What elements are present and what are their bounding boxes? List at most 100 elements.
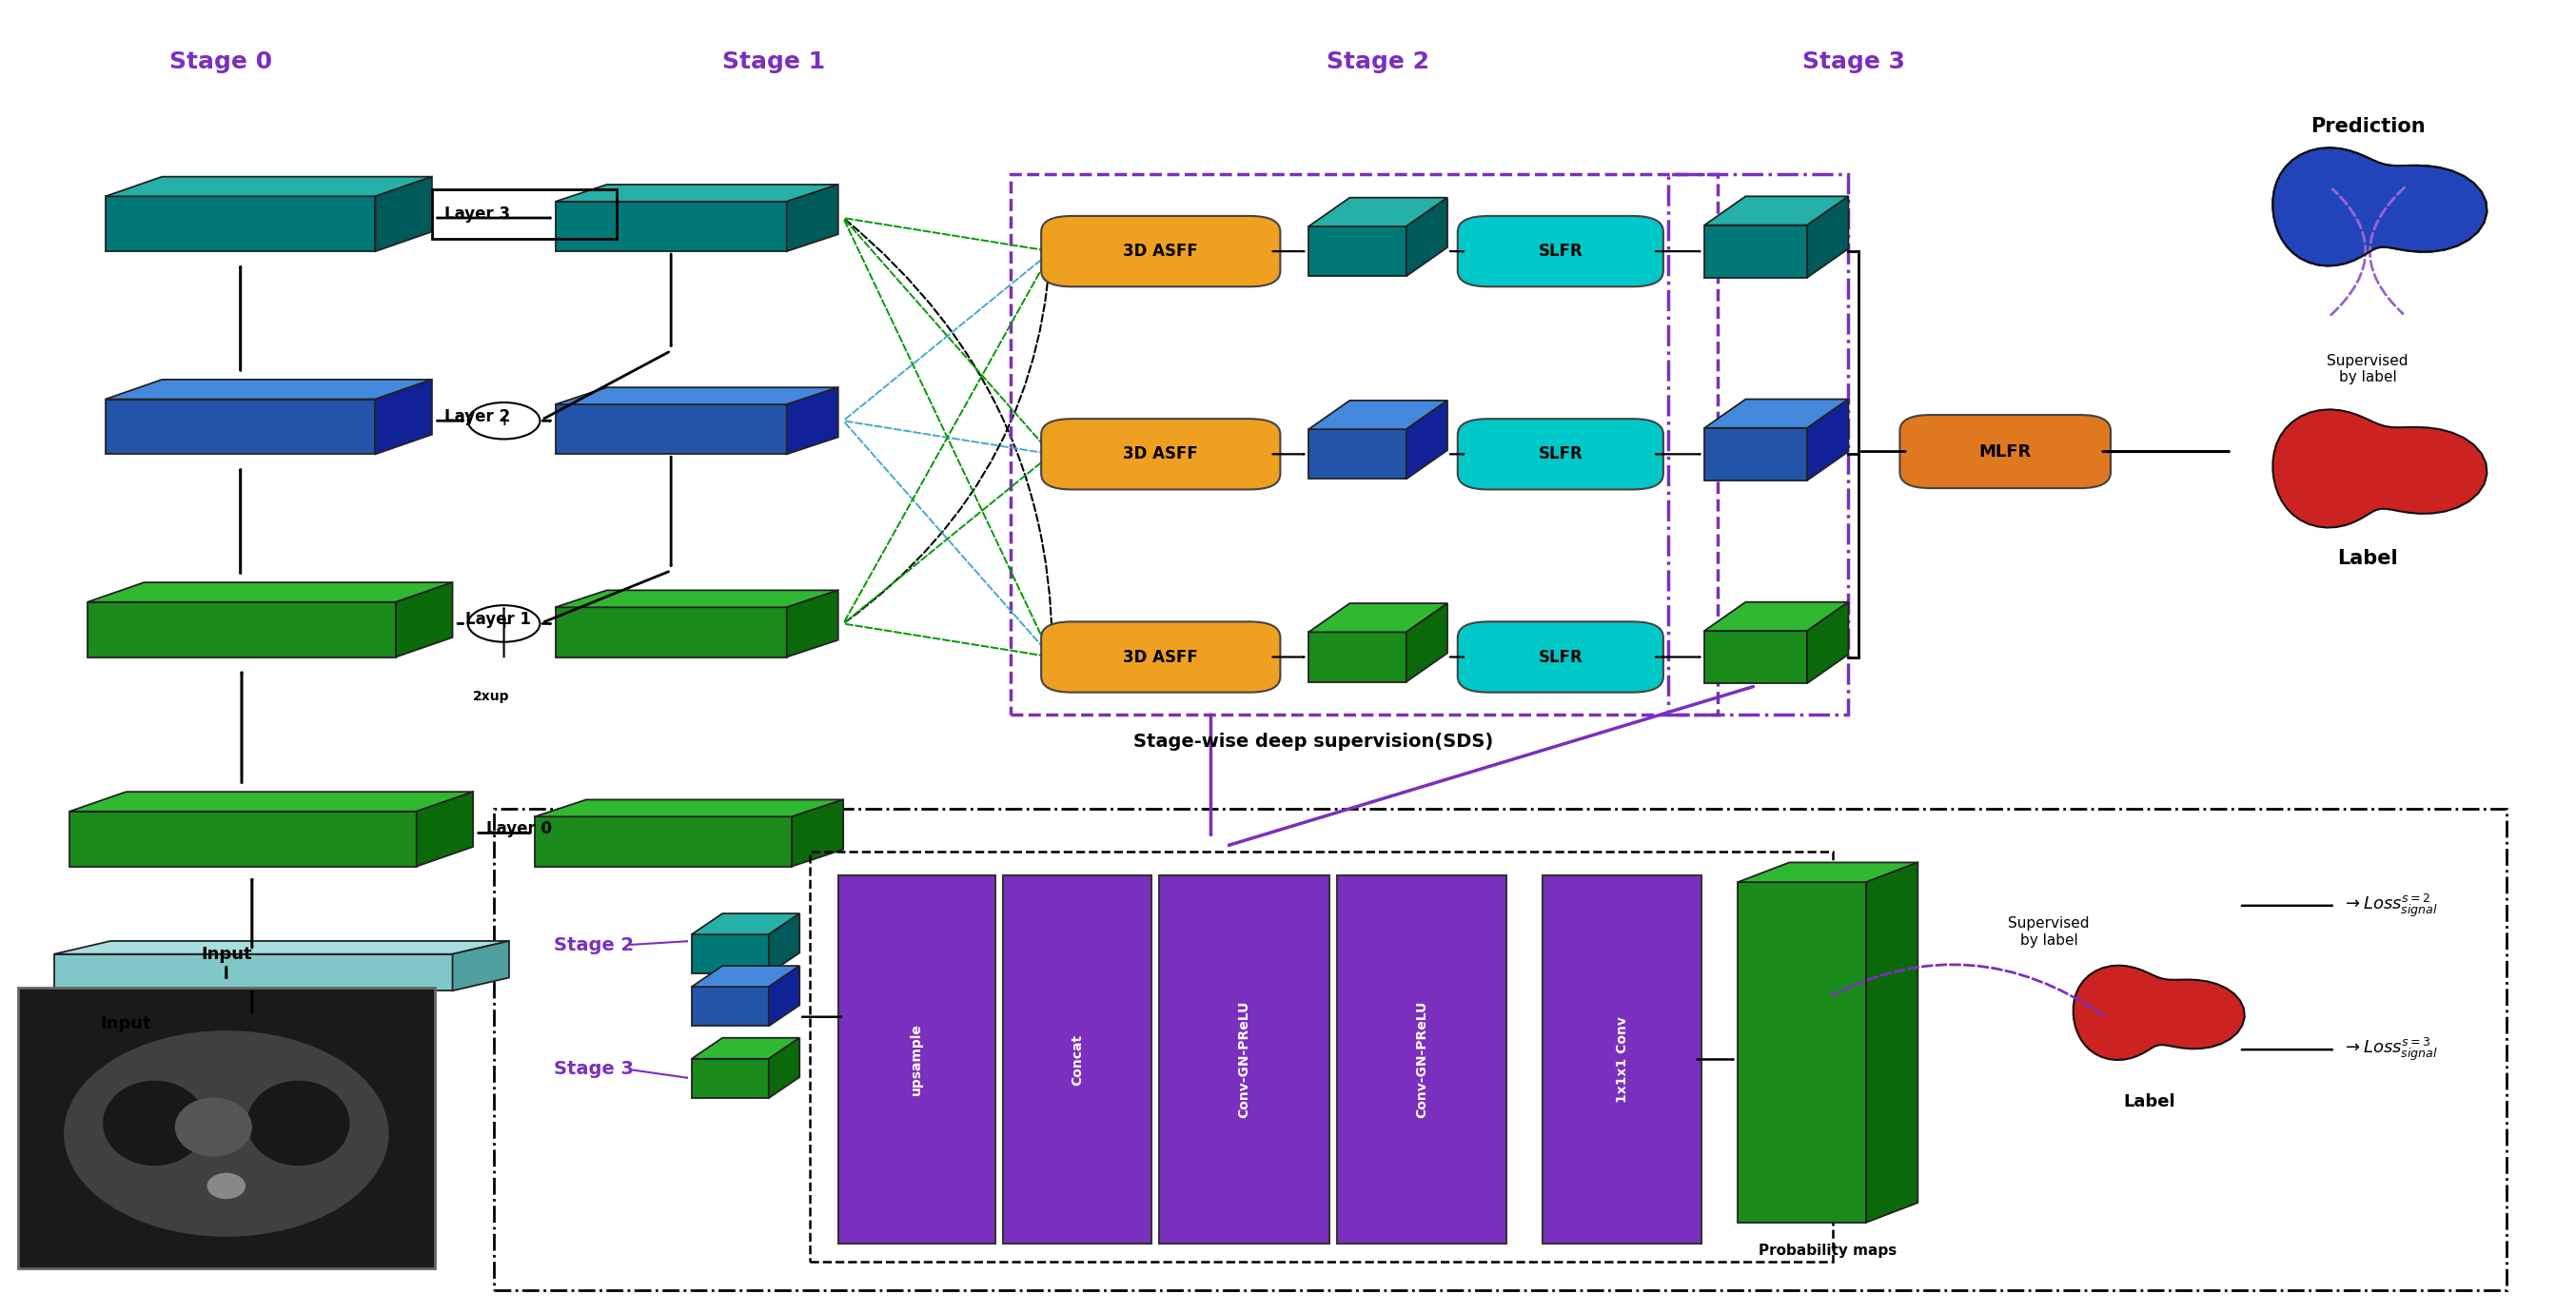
Polygon shape bbox=[786, 184, 837, 251]
Text: Conv-GN-PReLU: Conv-GN-PReLU bbox=[1236, 1001, 1252, 1118]
Text: $\rightarrow Loss_{signal}^{s=2}$: $\rightarrow Loss_{signal}^{s=2}$ bbox=[2342, 892, 2439, 920]
Polygon shape bbox=[1808, 196, 1850, 277]
Polygon shape bbox=[556, 590, 837, 607]
Text: MLFR: MLFR bbox=[1978, 443, 2032, 460]
Text: SLFR: SLFR bbox=[1538, 648, 1582, 666]
Polygon shape bbox=[556, 405, 786, 455]
Text: Stage 2: Stage 2 bbox=[1327, 50, 1430, 74]
Text: SLFR: SLFR bbox=[1538, 243, 1582, 260]
Polygon shape bbox=[1705, 196, 1850, 225]
Text: 3D ASFF: 3D ASFF bbox=[1123, 648, 1198, 666]
Polygon shape bbox=[1705, 631, 1808, 683]
FancyBboxPatch shape bbox=[1159, 875, 1329, 1243]
FancyBboxPatch shape bbox=[1543, 875, 1703, 1243]
Polygon shape bbox=[690, 934, 768, 974]
Polygon shape bbox=[417, 792, 474, 866]
Polygon shape bbox=[1739, 862, 1917, 882]
Polygon shape bbox=[1309, 430, 1406, 480]
Ellipse shape bbox=[103, 1080, 206, 1166]
FancyBboxPatch shape bbox=[1041, 215, 1280, 286]
Polygon shape bbox=[556, 388, 837, 405]
Polygon shape bbox=[1705, 225, 1808, 277]
Polygon shape bbox=[768, 913, 799, 974]
Polygon shape bbox=[70, 812, 417, 866]
Polygon shape bbox=[1406, 401, 1448, 480]
Text: 2xup: 2xup bbox=[474, 690, 510, 703]
Text: 1x1x1 Conv: 1x1x1 Conv bbox=[1615, 1016, 1628, 1102]
Polygon shape bbox=[786, 590, 837, 657]
FancyBboxPatch shape bbox=[1458, 622, 1664, 692]
Polygon shape bbox=[376, 380, 433, 455]
FancyBboxPatch shape bbox=[1002, 875, 1151, 1243]
FancyBboxPatch shape bbox=[18, 988, 435, 1268]
Polygon shape bbox=[1309, 226, 1406, 276]
Text: Stage 3: Stage 3 bbox=[1803, 50, 1904, 74]
Text: 3D ASFF: 3D ASFF bbox=[1123, 445, 1198, 463]
Text: Layer 3: Layer 3 bbox=[446, 205, 510, 222]
Text: upsample: upsample bbox=[909, 1024, 922, 1096]
Text: Stage 2: Stage 2 bbox=[554, 936, 634, 954]
Polygon shape bbox=[106, 399, 376, 455]
Polygon shape bbox=[1868, 862, 1917, 1222]
Polygon shape bbox=[1406, 603, 1448, 682]
Polygon shape bbox=[1705, 602, 1850, 631]
Polygon shape bbox=[1705, 399, 1850, 428]
Polygon shape bbox=[536, 817, 791, 866]
Text: Stage-wise deep supervision(SDS): Stage-wise deep supervision(SDS) bbox=[1133, 733, 1494, 752]
Polygon shape bbox=[690, 913, 799, 934]
Text: +: + bbox=[497, 616, 510, 631]
Text: Prediction: Prediction bbox=[2311, 117, 2424, 137]
Polygon shape bbox=[54, 954, 453, 991]
Polygon shape bbox=[1309, 401, 1448, 430]
Polygon shape bbox=[1406, 197, 1448, 276]
Polygon shape bbox=[768, 966, 799, 1026]
Polygon shape bbox=[690, 1038, 799, 1059]
Text: SLFR: SLFR bbox=[1538, 445, 1582, 463]
Polygon shape bbox=[2074, 966, 2244, 1060]
Polygon shape bbox=[1808, 399, 1850, 481]
Text: Concat: Concat bbox=[1072, 1034, 1084, 1085]
Circle shape bbox=[469, 606, 541, 643]
Text: Stage 3: Stage 3 bbox=[554, 1060, 634, 1079]
Polygon shape bbox=[556, 184, 837, 201]
Polygon shape bbox=[690, 1059, 768, 1099]
Polygon shape bbox=[791, 800, 842, 866]
Polygon shape bbox=[106, 176, 433, 196]
Ellipse shape bbox=[206, 1173, 245, 1200]
Polygon shape bbox=[690, 987, 768, 1026]
Polygon shape bbox=[1309, 603, 1448, 632]
FancyBboxPatch shape bbox=[837, 875, 994, 1243]
FancyBboxPatch shape bbox=[1901, 415, 2110, 489]
Polygon shape bbox=[88, 602, 397, 657]
Polygon shape bbox=[1705, 428, 1808, 481]
Polygon shape bbox=[556, 607, 786, 657]
Polygon shape bbox=[786, 388, 837, 455]
Polygon shape bbox=[536, 800, 842, 817]
Text: 3D ASFF: 3D ASFF bbox=[1123, 243, 1198, 260]
Polygon shape bbox=[556, 201, 786, 251]
Polygon shape bbox=[88, 582, 453, 602]
Text: Stage 0: Stage 0 bbox=[170, 50, 273, 74]
Text: $\rightarrow Loss_{signal}^{s=3}$: $\rightarrow Loss_{signal}^{s=3}$ bbox=[2342, 1037, 2439, 1063]
Polygon shape bbox=[1309, 632, 1406, 682]
Polygon shape bbox=[376, 176, 433, 251]
Text: Stage 1: Stage 1 bbox=[721, 50, 824, 74]
Text: Label: Label bbox=[2336, 549, 2398, 569]
Polygon shape bbox=[397, 582, 453, 657]
Ellipse shape bbox=[64, 1030, 389, 1236]
Text: Conv-GN-PReLU: Conv-GN-PReLU bbox=[1414, 1001, 1427, 1118]
Text: Label: Label bbox=[2123, 1093, 2174, 1110]
Text: Input: Input bbox=[201, 946, 252, 963]
FancyBboxPatch shape bbox=[1041, 419, 1280, 490]
Text: +: + bbox=[497, 414, 510, 428]
Polygon shape bbox=[106, 196, 376, 251]
Text: Supervised
by label: Supervised by label bbox=[2326, 353, 2409, 385]
FancyBboxPatch shape bbox=[1041, 622, 1280, 692]
Ellipse shape bbox=[247, 1080, 350, 1166]
Polygon shape bbox=[70, 792, 474, 812]
Polygon shape bbox=[1808, 602, 1850, 683]
Polygon shape bbox=[690, 966, 799, 987]
Polygon shape bbox=[1309, 197, 1448, 226]
Polygon shape bbox=[453, 941, 510, 991]
Polygon shape bbox=[2272, 147, 2486, 265]
